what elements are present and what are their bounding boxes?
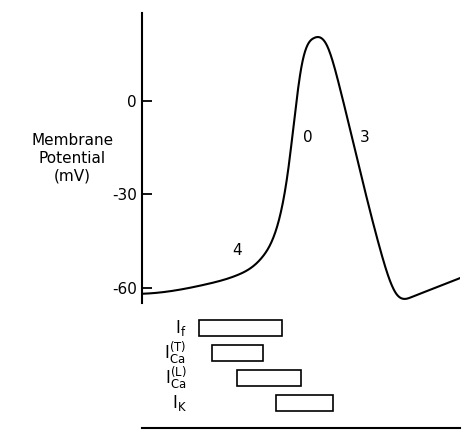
Text: $\mathrm{I_{f}}$: $\mathrm{I_{f}}$ — [175, 318, 187, 338]
Text: 3: 3 — [360, 131, 369, 146]
Bar — [237, 370, 301, 386]
Bar — [200, 320, 282, 336]
Bar — [212, 345, 263, 361]
Text: $\mathrm{I_{Ca}^{(T)}}$: $\mathrm{I_{Ca}^{(T)}}$ — [164, 340, 187, 366]
Bar — [275, 395, 333, 411]
Text: Membrane
Potential
(mV): Membrane Potential (mV) — [31, 133, 113, 183]
Text: $\mathrm{I_{Ca}^{(L)}}$: $\mathrm{I_{Ca}^{(L)}}$ — [165, 365, 187, 391]
Text: 0: 0 — [302, 131, 312, 146]
Text: $\mathrm{I_{K}}$: $\mathrm{I_{K}}$ — [172, 393, 187, 413]
Text: 4: 4 — [233, 243, 242, 258]
